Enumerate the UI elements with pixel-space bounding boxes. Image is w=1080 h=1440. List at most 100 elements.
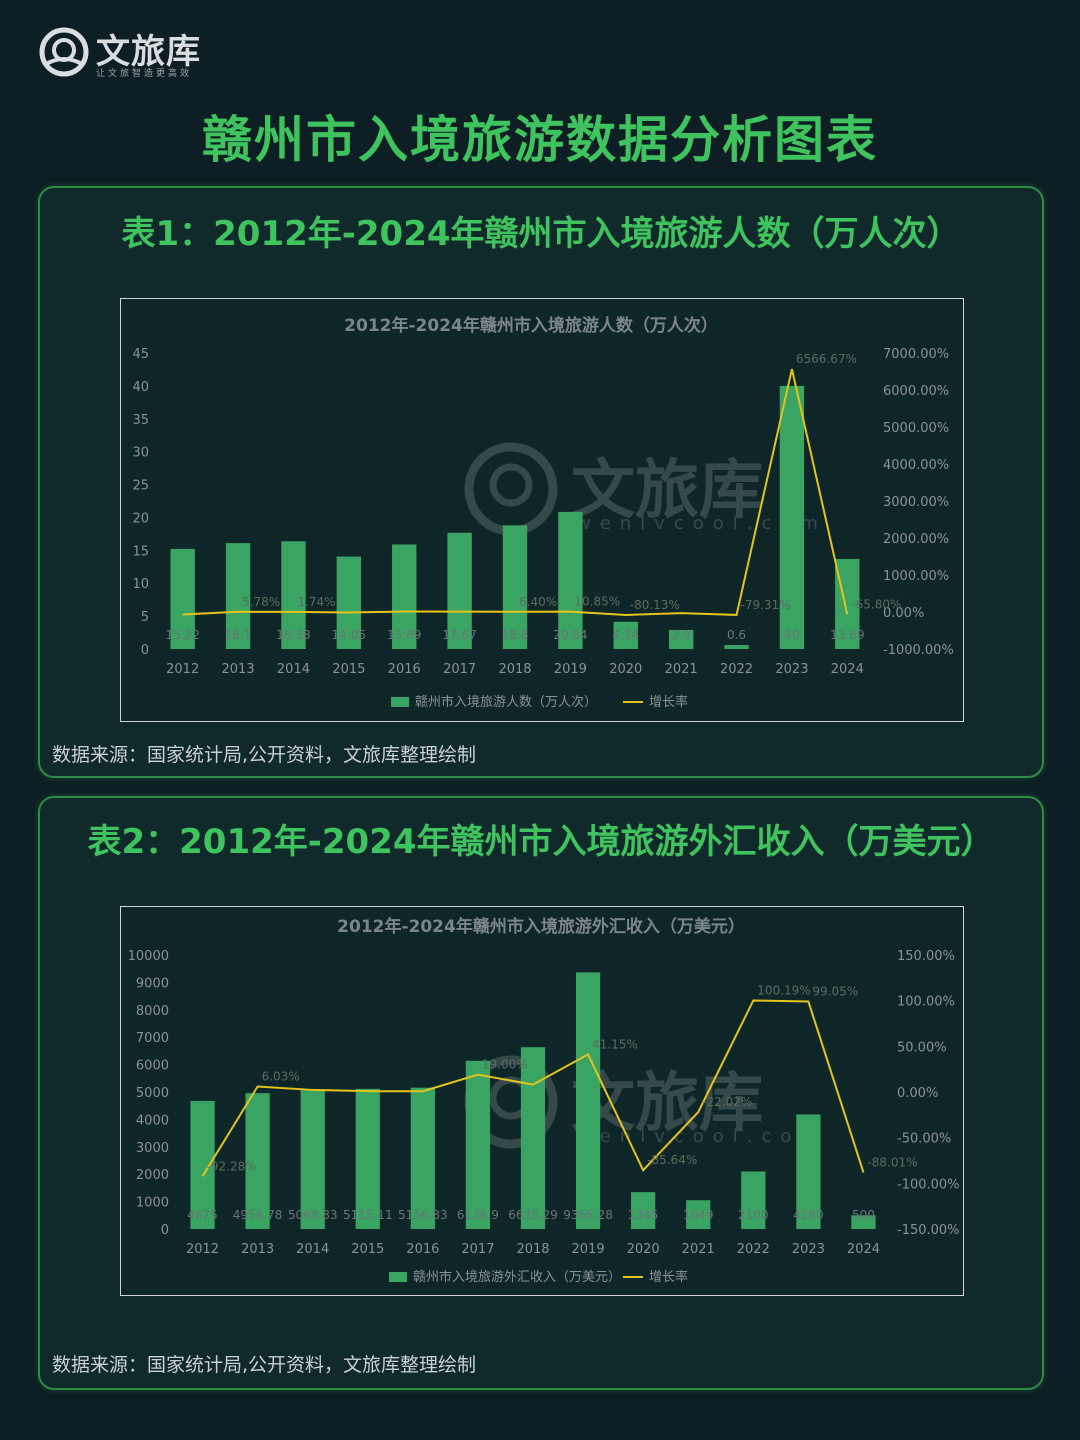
bar-data-label: 1345	[628, 1208, 659, 1222]
y-left-tick-label: 5	[141, 610, 149, 625]
bar-2016	[410, 1087, 435, 1229]
y-right-tick-label: 100.00%	[897, 995, 955, 1010]
y-left-tick-label: 3000	[136, 1141, 169, 1156]
y-left-tick-label: 2000	[136, 1168, 169, 1183]
y-left-tick-label: 0	[141, 643, 149, 658]
bar-2021	[686, 1200, 711, 1229]
line-data-label: 5.78%	[242, 595, 280, 609]
y-right-tick-label: 0.00%	[883, 606, 924, 621]
line-data-label: 6.40%	[519, 595, 557, 609]
y-right-tick-label: -1000.00%	[883, 643, 954, 658]
brand-logo: 文旅库 让文旅智造更高效	[38, 22, 238, 79]
y-right-tick-label: -50.00%	[897, 1132, 951, 1147]
y-right-tick-label: 6000.00%	[883, 384, 949, 399]
bar-data-label: 5068.83	[288, 1208, 338, 1222]
bar-data-label: 13.69	[830, 628, 864, 642]
x-tick-label: 2021	[665, 662, 698, 677]
legend-label: 增长率	[649, 1269, 688, 1285]
line-data-label: -85.64%	[647, 1153, 697, 1167]
bar-2014	[300, 1090, 325, 1229]
x-tick-label: 2019	[554, 662, 587, 677]
y-right-tick-label: -150.00%	[897, 1223, 960, 1238]
y-right-tick-label: 1000.00%	[883, 569, 949, 584]
x-tick-label: 2014	[277, 662, 310, 677]
y-right-tick-label: 3000.00%	[883, 495, 949, 510]
bar-data-label: 4180	[793, 1208, 824, 1222]
y-left-tick-label: 30	[132, 446, 149, 461]
chart-title: 2012年-2024年赣州市入境旅游人数（万人次）	[344, 315, 718, 336]
bar-data-label: 500	[852, 1208, 875, 1222]
bar-data-label: 40	[784, 628, 799, 642]
line-data-label: 41.15%	[592, 1037, 638, 1051]
bar-data-label: 6136.9	[457, 1208, 499, 1222]
line-data-label: -65.80%	[851, 597, 901, 611]
y-left-tick-label: 25	[132, 479, 149, 494]
bar-2013	[225, 543, 251, 649]
bar-data-label: 16.1	[225, 628, 252, 642]
logo-icon	[39, 27, 89, 77]
legend-label: 赣州市入境旅游外汇收入（万美元）	[413, 1269, 621, 1285]
data-source: 数据来源：国家统计局,公开资料，文旅库整理绘制	[52, 1354, 477, 1376]
revenue-chart-svg: 2012年-2024年赣州市入境旅游外汇收入（万美元） 0 1000 2000 3000…	[128, 916, 960, 1285]
bar-2017	[447, 532, 472, 649]
line-data-label: 1.74%	[297, 595, 335, 609]
legend-label: 增长率	[649, 694, 688, 710]
revenue-chart: 文旅库 wenlvcool.com 2012年-2024年赣州市入境旅游外汇收入…	[120, 906, 964, 1296]
y-left-tick-label: 6000	[136, 1059, 169, 1074]
y-left-tick-label: 10	[132, 577, 149, 592]
y-right-tick-label: 4000.00%	[883, 458, 949, 473]
bar-data-label: 9365.28	[563, 1208, 613, 1222]
bar-2012	[170, 548, 195, 649]
bar-2015	[336, 556, 362, 649]
bar-data-label: 4.14	[612, 628, 639, 642]
bar-data-label: 20.84	[553, 628, 587, 642]
bar-2023	[779, 385, 805, 649]
legend-label: 赣州市入境旅游人数（万人次）	[415, 694, 597, 710]
line-data-label: 19.00%	[482, 1058, 528, 1072]
bar-2018	[520, 1047, 546, 1229]
x-tick-label: 2012	[186, 1242, 219, 1257]
bar-2018	[502, 525, 528, 649]
brand-slogan: 让文旅智造更高效	[96, 69, 193, 79]
bar-data-label: 4675	[187, 1208, 218, 1222]
panel-title: 表2：2012年-2024年赣州市入境旅游外汇收入（万美元）	[87, 822, 995, 862]
x-tick-label: 2013	[222, 662, 255, 677]
y-left-tick-label: 5000	[136, 1086, 169, 1101]
bar-2015	[355, 1088, 380, 1229]
bar-2024	[851, 1215, 876, 1229]
bar-data-label: 15.22	[166, 628, 200, 642]
bar-data-label: 1049	[683, 1208, 714, 1222]
y-left-tick-label: 20	[132, 511, 149, 526]
line-data-label: -22.02%	[702, 1095, 752, 1109]
bar-2019	[575, 972, 601, 1229]
x-tick-label: 2014	[296, 1242, 329, 1257]
x-tick-label: 2023	[775, 662, 808, 677]
bar-2014	[281, 541, 306, 649]
y-left-tick-label: 0	[161, 1223, 169, 1238]
line-data-label: 6.03%	[262, 1069, 300, 1083]
bar-2022	[741, 1171, 766, 1229]
line-data-label: -80.13%	[630, 598, 680, 612]
brand-name: 文旅库	[96, 32, 201, 72]
page-title: 赣州市入境旅游数据分析图表	[202, 111, 878, 169]
x-tick-label: 2013	[241, 1242, 274, 1257]
x-tick-label: 2024	[847, 1242, 880, 1257]
x-tick-label: 2020	[609, 662, 642, 677]
visitors-chart-svg: 2012年-2024年赣州市入境旅游人数（万人次） 0 5 10 15 20 25 30 35 4…	[132, 315, 954, 710]
bar-2017	[465, 1060, 491, 1229]
x-tick-label: 2018	[516, 1242, 549, 1257]
bar-2016	[392, 544, 417, 649]
x-tick-label: 2019	[572, 1242, 605, 1257]
y-left-tick-label: 4000	[136, 1113, 169, 1128]
y-right-tick-label: 5000.00%	[883, 421, 949, 436]
x-tick-label: 2022	[720, 662, 753, 677]
y-left-tick-label: 8000	[136, 1004, 169, 1019]
bar-2023	[796, 1114, 821, 1229]
growth-rate-line	[201, 999, 865, 1177]
x-tick-label: 2018	[498, 662, 531, 677]
x-tick-label: 2015	[351, 1242, 384, 1257]
y-left-tick-label: 7000	[136, 1031, 169, 1046]
line-data-label: 99.05%	[812, 985, 858, 999]
y-right-tick-label: 150.00%	[897, 949, 955, 964]
line-data-label: 100.19%	[757, 983, 810, 997]
